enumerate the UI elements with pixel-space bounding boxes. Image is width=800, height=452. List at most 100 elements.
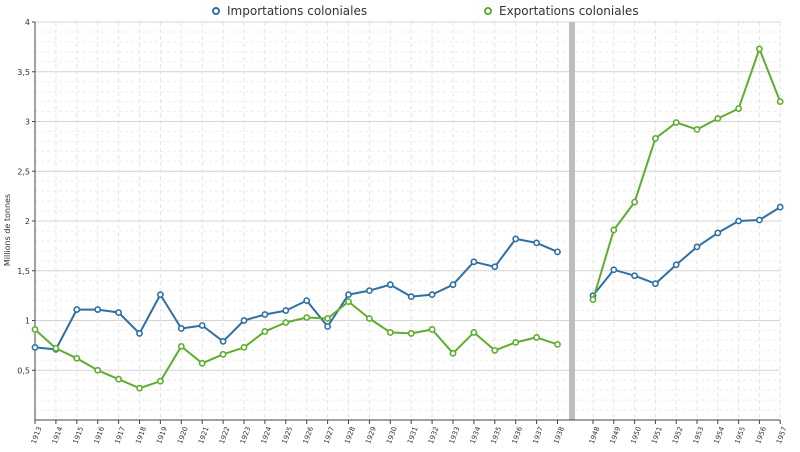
x-tick-label: 1916 — [93, 425, 107, 445]
x-tick-label: 1921 — [197, 426, 211, 445]
legend-item-imports[interactable]: Importations coloniales — [212, 4, 367, 18]
y-tick-label: 0,5 — [17, 366, 30, 375]
data-point-imports-1927 — [324, 323, 331, 330]
x-tick-label: 1922 — [218, 426, 232, 445]
x-tick-label: 1932 — [427, 426, 441, 445]
data-point-exports-1936 — [512, 338, 520, 346]
data-point-imports-1953 — [693, 243, 701, 251]
data-point-exports-1954 — [714, 115, 722, 122]
data-point-imports-1928 — [345, 291, 352, 299]
series-line-imports-prewar — [34, 237, 558, 351]
y-tick-label: 3,5 — [17, 68, 30, 77]
y-tick-label: 4 — [25, 18, 30, 27]
data-point-exports-1935 — [491, 346, 499, 354]
data-point-exports-1952 — [672, 119, 680, 126]
data-point-imports-1954 — [714, 229, 722, 237]
y-tick-label: 2 — [25, 217, 30, 226]
x-tick-label: 1936 — [511, 425, 525, 445]
data-point-exports-1923 — [240, 343, 248, 351]
data-point-imports-1934 — [470, 258, 478, 266]
y-tick-label: 3 — [25, 118, 30, 127]
x-tick-label: 1951 — [650, 426, 664, 445]
x-tick-label: 1935 — [490, 426, 504, 445]
data-point-imports-1916 — [94, 306, 102, 313]
data-point-imports-1930 — [386, 281, 394, 289]
x-tick-label: 1925 — [281, 426, 295, 445]
y-tick-label: 1 — [25, 317, 30, 326]
legend-marker-icon — [484, 7, 492, 15]
data-point-exports-1955 — [735, 105, 742, 112]
x-tick-label: 1931 — [406, 426, 420, 445]
data-point-imports-1957 — [776, 203, 784, 211]
x-tick-label: 1956 — [754, 425, 768, 445]
x-tick-label: 1950 — [629, 426, 643, 445]
data-point-imports-1920 — [177, 325, 185, 332]
data-point-exports-1949 — [610, 226, 618, 234]
x-tick-label: 1954 — [713, 425, 727, 445]
legend-marker-icon — [212, 7, 220, 15]
legend-label: Importations coloniales — [227, 4, 368, 18]
data-point-exports-1953 — [693, 126, 701, 133]
y-tick-label: 1,5 — [17, 267, 30, 276]
x-tick-label: 1930 — [385, 426, 399, 445]
data-point-exports-1927 — [324, 315, 331, 322]
data-point-exports-1933 — [449, 349, 457, 357]
data-point-imports-1950 — [631, 272, 638, 280]
data-point-imports-1917 — [115, 309, 122, 316]
data-point-exports-1956 — [756, 45, 763, 53]
data-point-exports-1919 — [156, 377, 164, 385]
data-point-imports-1913 — [31, 343, 39, 351]
data-point-exports-1930 — [386, 329, 394, 336]
data-point-imports-1937 — [533, 239, 540, 247]
data-point-imports-1919 — [156, 291, 164, 299]
x-tick-label: 1919 — [155, 426, 169, 445]
data-point-imports-1923 — [240, 317, 248, 324]
data-point-exports-1929 — [365, 315, 373, 322]
x-tick-label: 1926 — [302, 425, 316, 445]
data-point-exports-1934 — [470, 329, 478, 336]
x-tick-label: 1915 — [72, 426, 86, 445]
x-tick-label: 1923 — [239, 426, 253, 445]
x-tick-label: 1937 — [531, 426, 545, 445]
data-point-imports-1918 — [136, 330, 143, 337]
y-axis-label: Millions de tonnes — [3, 194, 12, 266]
data-point-exports-1913 — [31, 326, 39, 333]
data-point-imports-1922 — [219, 337, 227, 345]
data-point-imports-1955 — [735, 217, 742, 225]
data-point-exports-1950 — [631, 198, 638, 206]
data-point-exports-1920 — [177, 342, 185, 350]
x-tick-label: 1934 — [469, 425, 483, 445]
x-tick-label: 1924 — [260, 425, 274, 445]
x-tick-label: 1953 — [692, 426, 706, 445]
data-point-exports-1937 — [533, 334, 540, 341]
data-point-imports-1936 — [512, 235, 520, 243]
data-point-imports-1956 — [756, 216, 763, 224]
x-tick-label: 1952 — [671, 426, 685, 445]
data-point-exports-1914 — [52, 344, 60, 352]
x-tick-label: 1929 — [364, 426, 378, 445]
data-point-imports-1931 — [407, 293, 415, 301]
x-tick-label: 1957 — [775, 426, 789, 445]
data-point-exports-1948 — [589, 296, 597, 304]
x-tick-label: 1913 — [30, 426, 44, 445]
data-point-exports-1918 — [136, 384, 143, 392]
legend: Importations coloniales Exportations col… — [0, 4, 800, 22]
legend-item-exports[interactable]: Exportations coloniales — [484, 4, 639, 18]
data-point-exports-1957 — [776, 98, 784, 105]
data-point-imports-1925 — [282, 307, 290, 314]
y-tick-label: 2,5 — [17, 167, 30, 176]
x-tick-label: 1938 — [552, 426, 566, 445]
data-point-imports-1938 — [554, 248, 561, 256]
x-tick-label: 1927 — [322, 426, 336, 445]
x-tick-label: 1918 — [134, 426, 148, 445]
data-point-imports-1935 — [491, 263, 499, 271]
series-line-exports-prewar — [34, 300, 558, 390]
data-point-exports-1915 — [73, 354, 81, 362]
x-tick-label: 1948 — [588, 426, 602, 445]
data-point-imports-1951 — [652, 280, 659, 288]
data-point-exports-1924 — [261, 328, 269, 335]
data-point-exports-1921 — [198, 359, 206, 367]
series-line-imports-postwar — [592, 206, 781, 297]
data-point-exports-1931 — [407, 330, 415, 337]
